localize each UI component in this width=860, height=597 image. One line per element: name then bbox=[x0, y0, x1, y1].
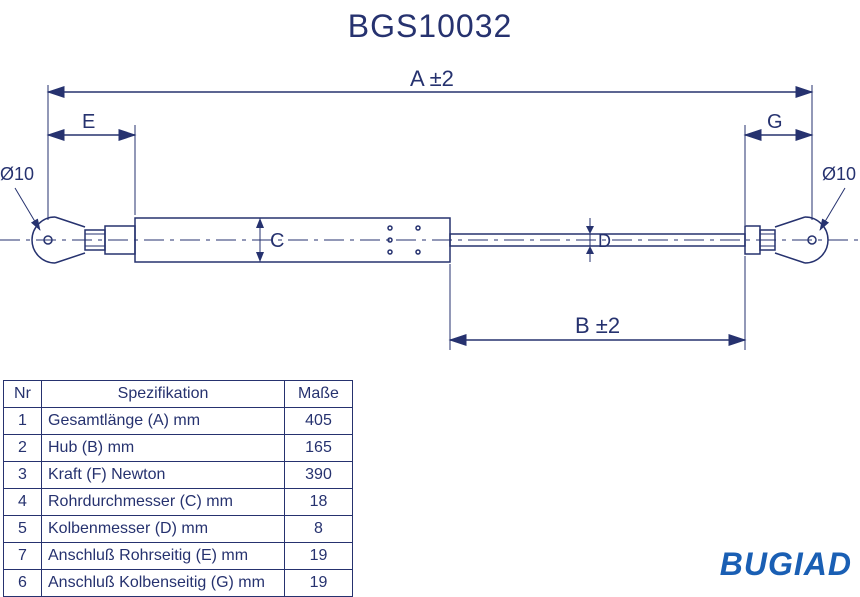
diameter-right: Ø10 bbox=[820, 164, 856, 230]
cell-spec: Kraft (F) Newton bbox=[42, 462, 285, 489]
label-dia-left: Ø10 bbox=[0, 164, 34, 184]
table-row: 4Rohrdurchmesser (C) mm18 bbox=[4, 489, 353, 516]
dimension-e: E bbox=[48, 111, 135, 215]
cell-spec: Gesamtlänge (A) mm bbox=[42, 408, 285, 435]
dimension-a: A ±2 bbox=[48, 66, 812, 220]
specification-table: Nr Spezifikation Maße 1Gesamtlänge (A) m… bbox=[3, 380, 353, 597]
cell-val: 390 bbox=[285, 462, 353, 489]
table-row: 1Gesamtlänge (A) mm405 bbox=[4, 408, 353, 435]
cell-spec: Anschluß Rohrseitig (E) mm bbox=[42, 543, 285, 570]
cell-spec: Anschluß Kolbenseitig (G) mm bbox=[42, 570, 285, 597]
dimension-g: G bbox=[745, 111, 812, 225]
technical-drawing: C D A ±2 E G bbox=[0, 50, 860, 370]
table-row: 6Anschluß Kolbenseitig (G) mm19 bbox=[4, 570, 353, 597]
cell-val: 8 bbox=[285, 516, 353, 543]
cell-val: 19 bbox=[285, 570, 353, 597]
dimension-b: B ±2 bbox=[450, 256, 745, 350]
cell-val: 19 bbox=[285, 543, 353, 570]
label-dia-right: Ø10 bbox=[822, 164, 856, 184]
cell-val: 18 bbox=[285, 489, 353, 516]
cell-nr: 4 bbox=[4, 489, 42, 516]
table-row: 2Hub (B) mm165 bbox=[4, 435, 353, 462]
table-row: 7Anschluß Rohrseitig (E) mm19 bbox=[4, 543, 353, 570]
cell-spec: Kolbenmesser (D) mm bbox=[42, 516, 285, 543]
label-g: G bbox=[767, 111, 783, 133]
cell-nr: 6 bbox=[4, 570, 42, 597]
cell-nr: 5 bbox=[4, 516, 42, 543]
label-c: C bbox=[270, 230, 284, 252]
cell-nr: 3 bbox=[4, 462, 42, 489]
cell-nr: 2 bbox=[4, 435, 42, 462]
diameter-left: Ø10 bbox=[0, 164, 40, 230]
cell-nr: 7 bbox=[4, 543, 42, 570]
label-d: D bbox=[598, 231, 611, 251]
part-number-title: BGS10032 bbox=[0, 8, 860, 45]
brand-logo: BUGIAD bbox=[720, 546, 852, 583]
label-e: E bbox=[82, 111, 95, 133]
cell-spec: Hub (B) mm bbox=[42, 435, 285, 462]
cell-val: 165 bbox=[285, 435, 353, 462]
table-row: 3Kraft (F) Newton390 bbox=[4, 462, 353, 489]
table-row: 5Kolbenmesser (D) mm8 bbox=[4, 516, 353, 543]
header-nr: Nr bbox=[4, 381, 42, 408]
cell-spec: Rohrdurchmesser (C) mm bbox=[42, 489, 285, 516]
header-val: Maße bbox=[285, 381, 353, 408]
header-spec: Spezifikation bbox=[42, 381, 285, 408]
cell-val: 405 bbox=[285, 408, 353, 435]
table-header-row: Nr Spezifikation Maße bbox=[4, 381, 353, 408]
label-a: A ±2 bbox=[410, 66, 454, 91]
label-b: B ±2 bbox=[575, 313, 620, 338]
cell-nr: 1 bbox=[4, 408, 42, 435]
